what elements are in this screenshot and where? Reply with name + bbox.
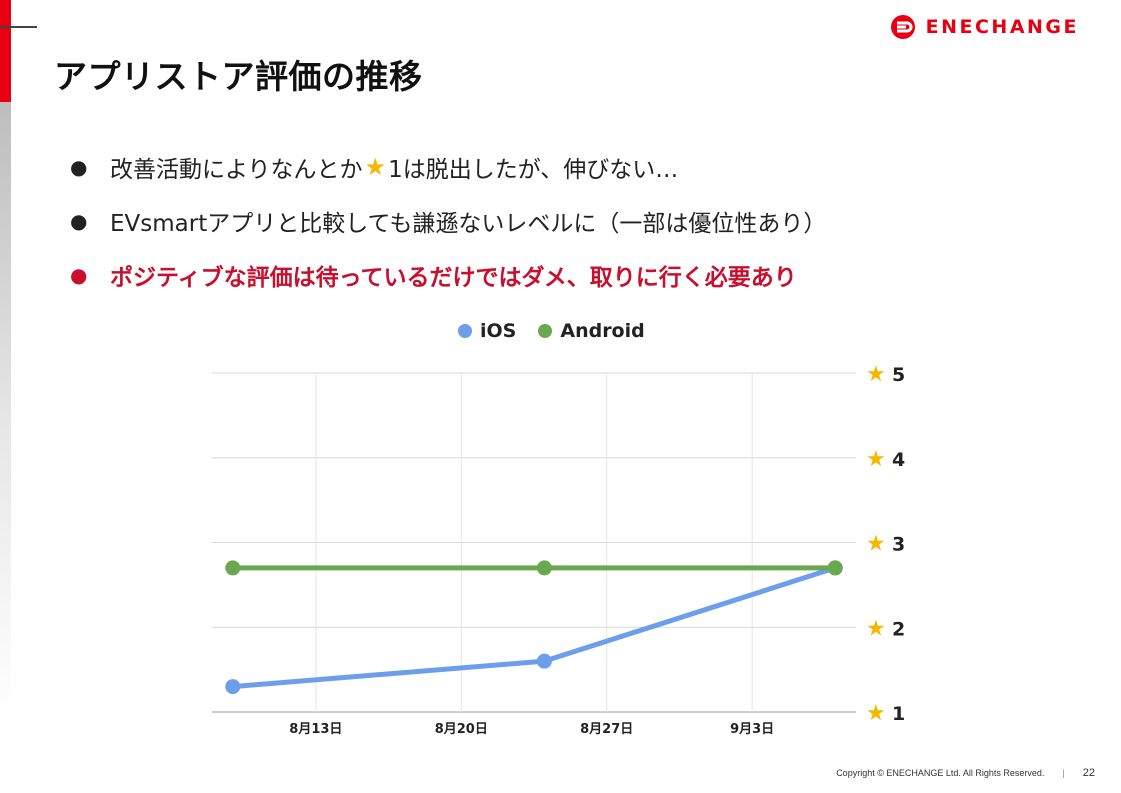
top-rule: [0, 26, 37, 28]
data-point-android: [225, 560, 241, 576]
legend-item-android: Android: [538, 320, 645, 342]
footer: Copyright © ENECHANGE Ltd. All Rights Re…: [836, 767, 1095, 779]
bullet-item-emphasis: ● ポジティブな評価は待っているだけではダメ、取りに行く必要あり: [70, 248, 826, 302]
y-tick-label: 2: [892, 618, 905, 640]
bullet-list: ● 改善活動によりなんとか ★ 1は脱出したが、伸びない… ● EVsmartア…: [70, 140, 826, 302]
star-icon: ★: [866, 447, 886, 472]
brand-logo: ENECHANGE: [890, 14, 1079, 40]
y-tick-label: 3: [892, 534, 905, 556]
page-number: 22: [1082, 767, 1095, 779]
x-tick-label: 9月3日: [730, 722, 774, 737]
bullet-text: ポジティブな評価は待っているだけではダメ、取りに行く必要あり: [110, 265, 797, 291]
x-tick-label: 8月13日: [289, 722, 342, 737]
bullet-dot: ●: [70, 155, 88, 179]
page-title: アプリストア評価の推移: [54, 57, 423, 96]
star-icon: ★: [364, 153, 387, 181]
star-icon: ★: [866, 616, 886, 641]
data-point-ios: [225, 679, 241, 695]
star-icon: ★: [866, 532, 886, 557]
enechange-logo-icon: [890, 15, 915, 39]
bullet-dot: ●: [70, 209, 88, 233]
data-point-ios: [536, 653, 552, 669]
data-point-android: [827, 560, 843, 576]
footer-separator: |: [1062, 768, 1065, 778]
bullet-text: EVsmartアプリと比較しても謙遜ないレベルに（一部は優位性あり）: [110, 211, 827, 237]
star-icon: ★: [866, 701, 886, 726]
y-tick-label: 4: [892, 449, 905, 471]
legend-item-ios: iOS: [458, 320, 516, 342]
legend-swatch-android: [538, 324, 553, 338]
x-tick-label: 8月27日: [580, 722, 633, 737]
side-accent-bar: [0, 0, 11, 793]
y-tick-label: 1: [892, 703, 905, 725]
bullet-dot: ●: [70, 263, 88, 287]
chart-legend: iOS Android: [458, 320, 667, 342]
bullet-text-after: 1は脱出したが、伸びない…: [388, 157, 679, 183]
bullet-text-before: 改善活動によりなんとか: [110, 157, 363, 183]
y-tick-label: 5: [892, 364, 905, 386]
bullet-item: ● 改善活動によりなんとか ★ 1は脱出したが、伸びない…: [70, 140, 826, 194]
legend-label-ios: iOS: [480, 320, 517, 342]
star-icon: ★: [866, 362, 886, 387]
legend-label-android: Android: [560, 320, 645, 342]
x-tick-label: 8月20日: [435, 722, 488, 737]
brand-name: ENECHANGE: [925, 16, 1079, 38]
copyright-text: Copyright © ENECHANGE Ltd. All Rights Re…: [836, 768, 1045, 778]
bullet-item: ● EVsmartアプリと比較しても謙遜ないレベルに（一部は優位性あり）: [70, 194, 826, 248]
data-point-android: [536, 560, 552, 576]
legend-swatch-ios: [458, 324, 472, 338]
